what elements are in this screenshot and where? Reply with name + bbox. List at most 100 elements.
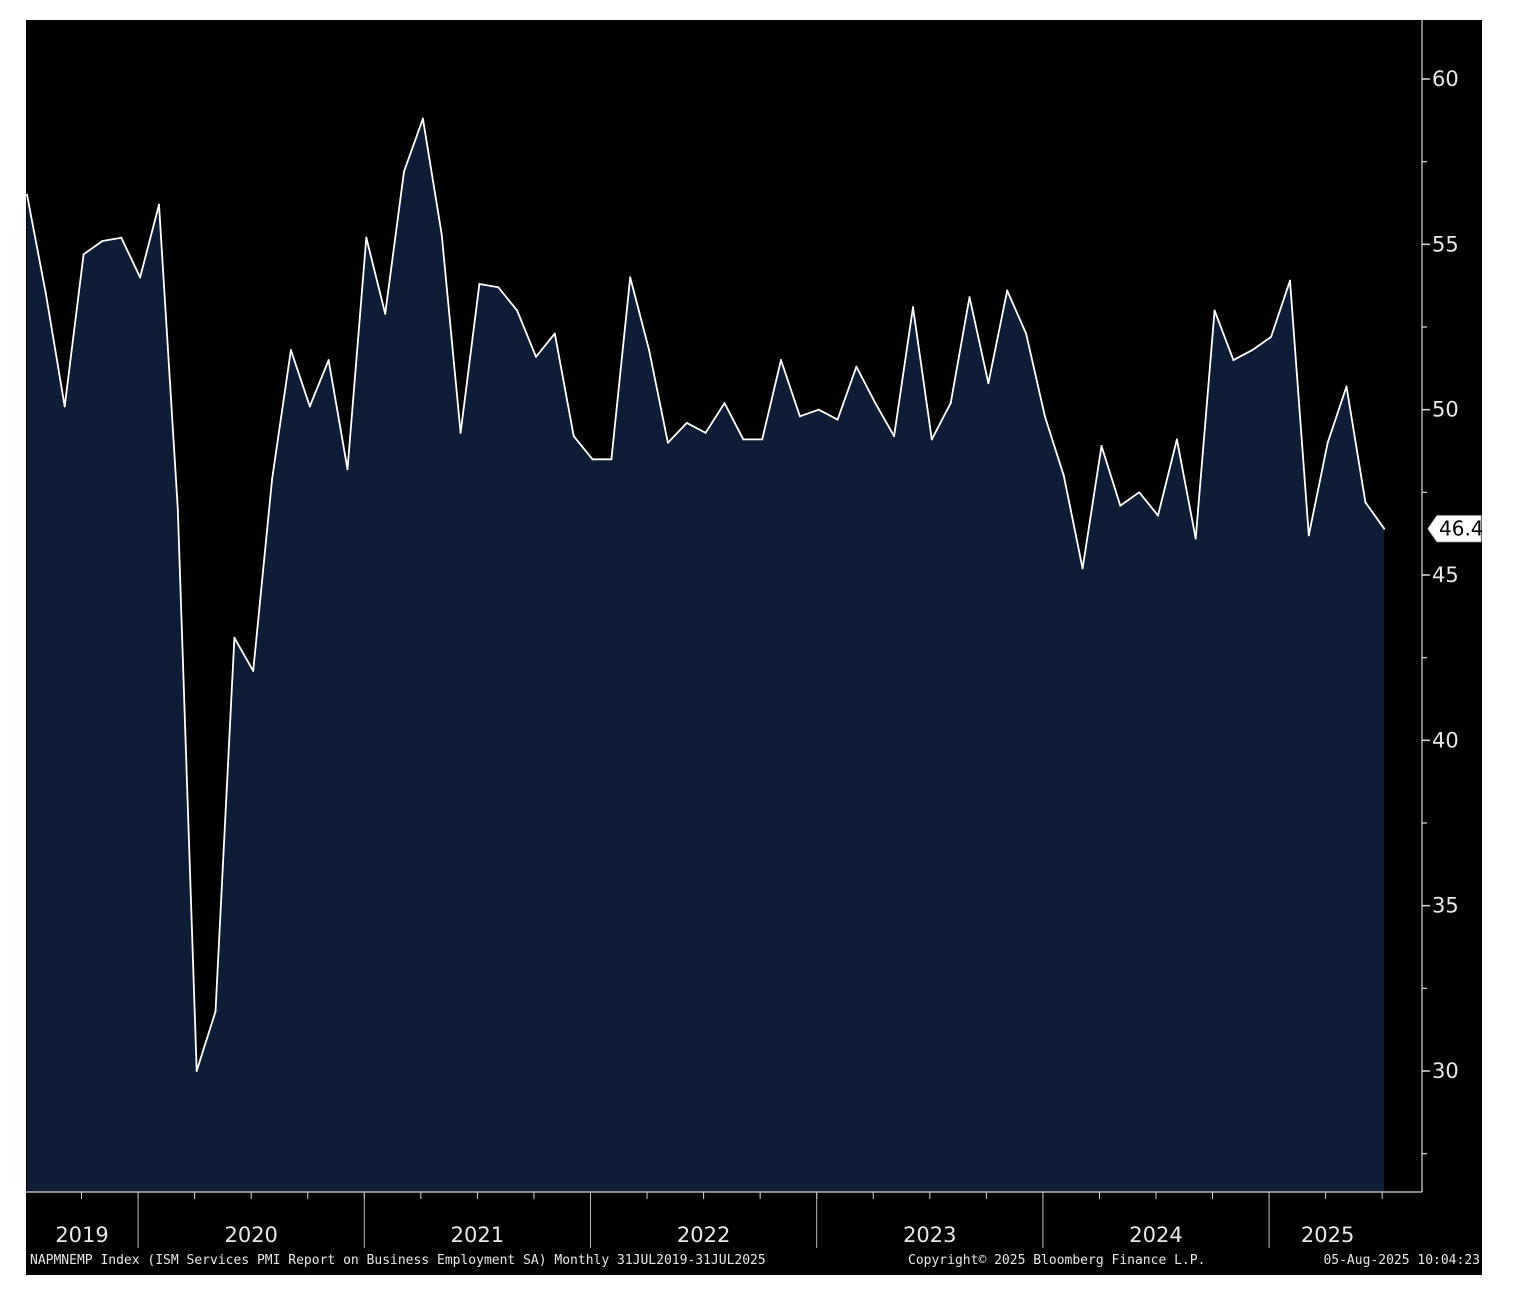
data-point xyxy=(45,293,47,295)
line-segment xyxy=(176,507,198,1072)
data-point xyxy=(1157,514,1159,517)
line-segment xyxy=(893,306,914,438)
line-segment xyxy=(817,408,839,421)
data-point xyxy=(1213,309,1216,312)
line-segment xyxy=(1006,289,1027,335)
data-point xyxy=(742,438,745,441)
data-point xyxy=(855,365,858,368)
data-point xyxy=(1307,534,1310,537)
x-year-label: 2020 xyxy=(224,1223,277,1247)
line-segment xyxy=(1119,491,1141,507)
data-point xyxy=(290,349,292,351)
data-point xyxy=(987,382,990,385)
data-point xyxy=(912,306,914,309)
data-point xyxy=(874,402,877,404)
line-segment xyxy=(1100,445,1122,507)
line-segment xyxy=(82,240,104,256)
data-point xyxy=(893,435,895,437)
line-segment xyxy=(1345,385,1367,504)
data-point xyxy=(1025,332,1027,335)
x-year-label: 2022 xyxy=(677,1223,730,1247)
line-segment xyxy=(1232,349,1254,362)
data-point xyxy=(723,402,726,404)
data-point xyxy=(440,233,443,236)
line-segment xyxy=(1326,385,1348,444)
data-point xyxy=(761,438,764,441)
data-point xyxy=(1251,349,1254,351)
line-segment xyxy=(761,359,782,441)
data-point xyxy=(478,283,481,285)
x-year-label: 2021 xyxy=(451,1223,504,1247)
data-point xyxy=(1044,415,1046,418)
line-segment xyxy=(685,421,707,434)
line-segment xyxy=(478,283,500,289)
line-segment xyxy=(930,402,952,441)
line-segment xyxy=(1081,445,1103,570)
data-point xyxy=(1326,441,1329,444)
line-segment xyxy=(101,236,123,242)
line-segment xyxy=(1157,438,1178,517)
data-point xyxy=(308,405,311,408)
line-segment xyxy=(704,402,726,434)
data-point xyxy=(82,253,85,256)
line-segment xyxy=(421,117,443,236)
data-point xyxy=(158,203,160,206)
data-point xyxy=(667,441,669,444)
line-segment xyxy=(799,408,820,418)
line-segment xyxy=(195,1010,217,1072)
line-segment xyxy=(667,421,688,444)
line-segment xyxy=(158,203,179,510)
data-point xyxy=(1138,491,1141,494)
line-segment xyxy=(233,636,255,672)
x-year-label: 2024 xyxy=(1129,1223,1182,1247)
line-segment xyxy=(289,349,311,408)
data-point xyxy=(629,276,632,279)
data-point xyxy=(685,422,688,424)
x-year-label: 2023 xyxy=(903,1223,956,1247)
data-point xyxy=(422,117,424,120)
line-segment xyxy=(968,296,990,385)
line-segment xyxy=(214,636,236,1013)
line-segment xyxy=(1289,279,1310,537)
line-segment xyxy=(1044,415,1065,477)
line-segment xyxy=(874,402,895,438)
x-year-label: 2025 xyxy=(1301,1223,1354,1247)
line-segment xyxy=(44,292,66,408)
data-point xyxy=(1006,289,1009,292)
data-point xyxy=(26,193,28,196)
y-tick-label: 55 xyxy=(1432,232,1459,256)
data-point xyxy=(1100,445,1103,447)
data-point xyxy=(610,458,613,461)
data-point xyxy=(1289,279,1291,282)
line-segment xyxy=(63,253,85,408)
line-segment xyxy=(384,170,405,315)
line-segment xyxy=(629,276,650,352)
last-value-label: 46.4 xyxy=(1439,517,1482,541)
data-point xyxy=(252,670,255,672)
data-point xyxy=(836,418,839,421)
data-point xyxy=(233,636,236,639)
last-value-badge xyxy=(1427,515,1482,543)
data-point xyxy=(930,438,933,441)
data-point xyxy=(1119,504,1122,507)
line-segment xyxy=(308,359,330,408)
data-point xyxy=(214,1010,217,1013)
x-year-label: 2019 xyxy=(55,1223,108,1247)
data-point xyxy=(403,170,405,173)
line-segment xyxy=(365,236,387,315)
line-segment xyxy=(1307,441,1329,537)
data-point xyxy=(799,415,801,418)
data-point xyxy=(1364,501,1367,504)
line-segment xyxy=(1176,438,1197,540)
chart-svg: 30 35 40 45 50 55 60 46.4 2019 2020 2021 2022 2023 20… xyxy=(26,20,1482,1248)
line-segment xyxy=(26,193,47,295)
footer-series-description: NAPMNEMP Index (ISM Services PMI Report … xyxy=(30,1253,766,1268)
data-point xyxy=(1270,336,1272,338)
y-tick-label: 35 xyxy=(1432,894,1459,918)
data-point xyxy=(535,355,537,358)
data-point xyxy=(516,309,518,312)
line-segment xyxy=(1194,309,1216,540)
y-tick-label: 60 xyxy=(1432,67,1459,91)
data-point xyxy=(101,240,104,242)
data-point xyxy=(572,435,575,437)
